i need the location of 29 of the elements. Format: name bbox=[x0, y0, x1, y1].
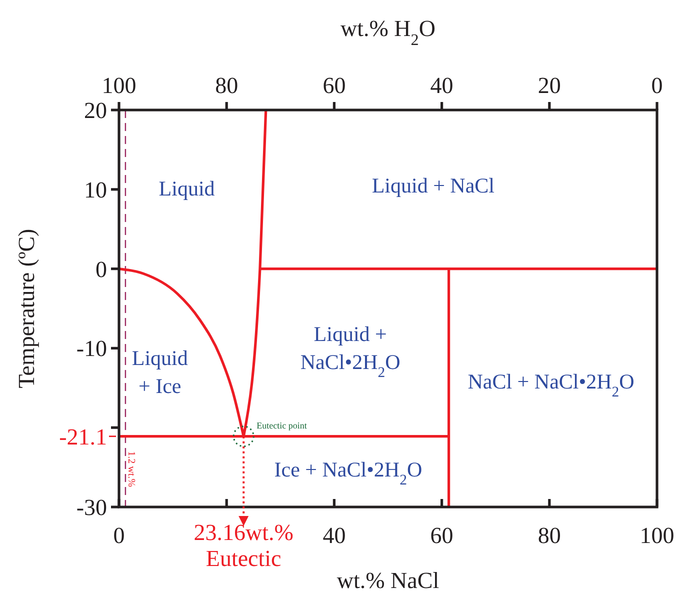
annotation: NaCl + NaCl•2H$_{2}$O bbox=[468, 370, 634, 401]
x2-tick-label: 20 bbox=[538, 73, 561, 98]
x2-tick-label: 100 bbox=[102, 73, 136, 98]
ref-line-label: -21.1 bbox=[59, 424, 107, 450]
x-tick-label: 60 bbox=[430, 523, 454, 548]
x-tick-label: 80 bbox=[538, 523, 561, 548]
annotation: Liquid + NaCl•2H$_{2}$O bbox=[300, 322, 400, 382]
ref-line-label: 1.2 wt.% bbox=[125, 451, 136, 487]
x2-axis-title: wt.% H$_{2}$O bbox=[340, 16, 436, 48]
annotation: Liquid + Ice bbox=[132, 346, 188, 398]
x2-tick-label: 40 bbox=[430, 73, 454, 98]
annotation: 23.16wt.% Eutectic bbox=[194, 520, 294, 571]
y-tick-label: 0 bbox=[96, 256, 107, 282]
annotation: Ice + NaCl•2H$_{2}$O bbox=[274, 458, 422, 489]
x-tick-label: 100 bbox=[640, 523, 674, 548]
x2-tick-label: 60 bbox=[322, 73, 346, 98]
y-tick-label: 10 bbox=[84, 177, 107, 202]
x-tick-label: 0 bbox=[113, 523, 125, 548]
y-axis-title: Temperature (ºC) bbox=[14, 228, 39, 388]
y-tick-label: -30 bbox=[76, 495, 107, 520]
annotation: Liquid + NaCl bbox=[372, 173, 495, 198]
y-tick-label: 20 bbox=[84, 98, 107, 123]
y-tick-label: -10 bbox=[76, 336, 107, 362]
x2-tick-label: 0 bbox=[651, 73, 663, 98]
x-axis-title: wt.% NaCl bbox=[336, 568, 440, 593]
x-tick-label: 40 bbox=[322, 523, 346, 548]
x2-tick-label: 80 bbox=[215, 73, 238, 98]
annotation: Liquid bbox=[158, 176, 216, 201]
annotation: Eutectic point bbox=[256, 420, 308, 430]
